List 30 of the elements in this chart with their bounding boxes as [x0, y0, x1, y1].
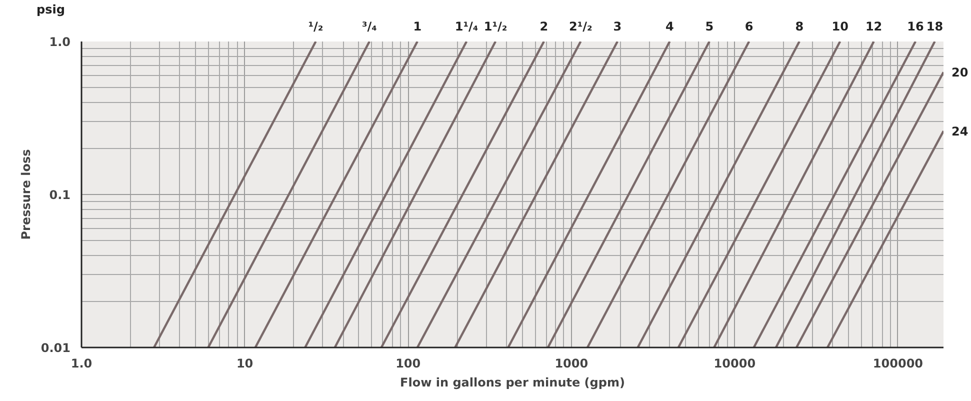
- x-tick-label: 1.0: [70, 356, 92, 370]
- text: psig: [36, 2, 65, 16]
- series-label: 16: [907, 20, 924, 34]
- x-axis-title: Flow in gallons per minute (gpm): [400, 376, 625, 390]
- y-tick-label: 0.01: [40, 341, 70, 355]
- x-tick-label: 100000: [872, 356, 924, 370]
- series-label: 3: [613, 20, 622, 34]
- series-label: 1¹/₂: [484, 20, 508, 34]
- y-axis-title: Pressure loss: [18, 149, 33, 240]
- series-label: 5: [705, 20, 714, 34]
- series-label: 2¹/₂: [569, 20, 592, 34]
- series-label: ³/₄: [362, 20, 377, 34]
- series-label: 4: [666, 20, 674, 34]
- y-tick-label: 1.0: [49, 35, 71, 49]
- y-tick-label: 0.1: [49, 188, 71, 202]
- series-label: ¹/₂: [308, 20, 324, 34]
- series-label: 1: [413, 20, 422, 34]
- x-tick-label: 10000: [714, 356, 756, 370]
- series-label: 20: [952, 66, 968, 80]
- series-label: 6: [744, 20, 754, 34]
- series-label: 8: [795, 20, 804, 34]
- x-tick-label: 1000: [554, 356, 588, 370]
- series-label: 1¹/₄: [454, 20, 478, 34]
- x-tick-label: 10: [236, 356, 254, 370]
- series-label: 18: [926, 20, 944, 34]
- x-tick-label: 100: [396, 356, 421, 370]
- series-label: 2: [540, 20, 548, 34]
- series-label: 12: [865, 20, 882, 34]
- series-label: 24: [952, 124, 968, 139]
- series-label: 10: [832, 20, 848, 34]
